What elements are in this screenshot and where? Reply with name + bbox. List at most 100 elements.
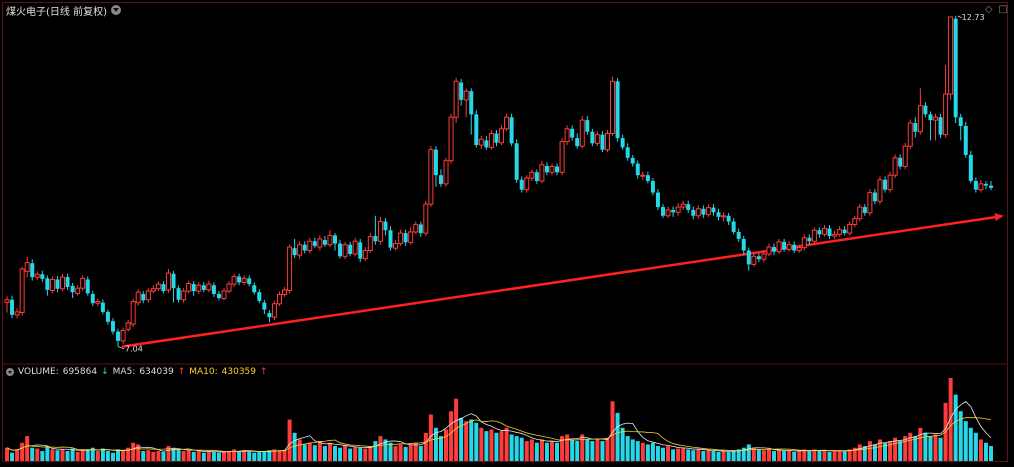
candle-body	[701, 208, 706, 215]
candle-body	[105, 311, 110, 322]
volume-bar	[408, 444, 413, 461]
candle	[130, 298, 136, 327]
volume-bar	[398, 444, 403, 461]
candle	[171, 270, 176, 303]
candle	[333, 233, 337, 251]
low-price-label: 7.04	[125, 345, 143, 354]
volume-bar	[721, 451, 726, 461]
volume-bar	[701, 451, 706, 461]
volume-bar	[282, 450, 287, 461]
candle	[398, 229, 404, 246]
candle-body	[408, 231, 414, 243]
candle	[211, 282, 216, 297]
candle-body	[85, 279, 90, 294]
stock-title: 煤火电子(日线 前复权)	[6, 6, 107, 18]
candle	[262, 299, 267, 315]
candle-body	[555, 166, 560, 173]
volume-bar	[549, 441, 554, 461]
candle	[453, 77, 459, 124]
volume-bar	[898, 441, 903, 461]
candle	[267, 310, 272, 323]
candle-body	[34, 273, 40, 278]
candle-body	[206, 283, 212, 291]
candle-body	[312, 241, 317, 246]
chevron-down-icon[interactable]	[6, 368, 14, 376]
square-icon[interactable]: □	[998, 4, 1008, 15]
candle-body	[640, 174, 646, 177]
candle	[377, 216, 383, 245]
candle-body	[630, 157, 635, 164]
candle-body	[852, 218, 858, 225]
candle	[579, 116, 585, 149]
diamond-icon[interactable]: ◇	[984, 4, 993, 15]
candle-body	[625, 147, 630, 158]
volume-bar	[504, 427, 509, 461]
volume-bar	[514, 436, 519, 461]
volume-bar	[438, 436, 443, 461]
candle-body	[499, 128, 505, 144]
candle	[585, 116, 590, 135]
candle-body	[811, 229, 817, 242]
volume-bar	[252, 452, 257, 461]
candle	[70, 282, 75, 299]
candle	[655, 189, 660, 210]
volume-bar	[333, 446, 337, 461]
candle-body	[807, 237, 812, 242]
candle-body	[857, 206, 863, 220]
candle	[695, 205, 701, 219]
candle	[675, 202, 681, 216]
candle-body	[948, 16, 954, 95]
candle	[45, 275, 50, 296]
candle	[705, 204, 711, 217]
candle	[90, 291, 95, 307]
candle	[902, 142, 908, 170]
candle	[772, 243, 777, 256]
candle-body	[832, 233, 838, 237]
volume-bar	[176, 449, 181, 461]
chevron-down-icon[interactable]	[110, 5, 121, 15]
candle	[691, 206, 696, 220]
candle-body	[45, 278, 50, 290]
candle	[105, 309, 110, 325]
volume-bar	[348, 448, 353, 461]
candle	[847, 221, 853, 236]
volume-bar	[5, 447, 9, 461]
volume-bar	[585, 439, 590, 461]
candle-body	[671, 209, 676, 213]
candle-body	[796, 247, 802, 252]
candle	[544, 162, 549, 176]
volume-bar	[403, 446, 408, 461]
candle-body	[610, 80, 616, 134]
volume-bar	[469, 419, 474, 461]
volume-bar	[186, 450, 191, 461]
volume-bar	[110, 452, 115, 461]
volume-bar	[691, 450, 696, 461]
volume-bar	[317, 441, 322, 461]
candle-body	[716, 212, 721, 217]
candle	[478, 135, 484, 150]
volume-bar	[610, 401, 615, 461]
volume-bar	[292, 432, 297, 461]
candle	[887, 171, 893, 193]
candle	[564, 125, 570, 146]
candle-body	[645, 175, 650, 181]
candle	[338, 240, 343, 259]
candle	[973, 177, 978, 193]
candle	[297, 241, 303, 259]
candle-body	[161, 284, 166, 292]
candle	[539, 160, 545, 184]
candle-body	[388, 230, 393, 248]
volume-bar	[433, 427, 438, 461]
candle	[766, 243, 772, 257]
candle-body	[459, 82, 464, 100]
volume-bar	[20, 442, 25, 461]
candle	[594, 131, 600, 147]
candle-body	[958, 117, 963, 126]
volume-bar	[171, 447, 176, 461]
volume-bar	[378, 436, 383, 461]
candle	[30, 259, 35, 281]
candle-body	[100, 302, 105, 312]
candle-body	[317, 238, 323, 248]
volume-bar	[847, 449, 852, 461]
candle-body	[519, 179, 524, 190]
